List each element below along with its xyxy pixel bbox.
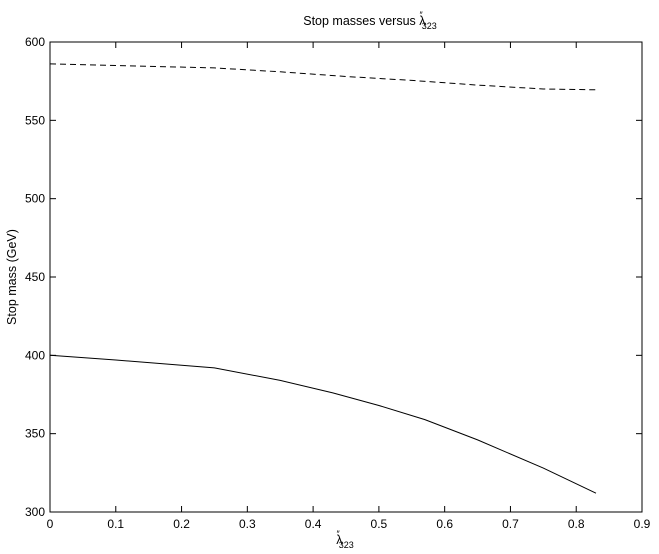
x-axis-label-symbol: λ bbox=[336, 533, 343, 547]
x-axis-label-subscript: 323 bbox=[339, 540, 354, 550]
y-tick-label-4: 500 bbox=[25, 192, 45, 206]
y-tick-label-6: 600 bbox=[25, 35, 45, 49]
series-line-0-dashed bbox=[49, 63, 597, 91]
y-tick-label-0: 300 bbox=[25, 505, 45, 519]
x-tick-label-1: 0.1 bbox=[107, 517, 124, 531]
y-tick-label-5: 550 bbox=[25, 113, 45, 127]
x-tick-label-4: 0.4 bbox=[305, 517, 322, 531]
x-tick-label-6: 0.6 bbox=[436, 517, 453, 531]
plot-frame bbox=[49, 41, 643, 513]
x-tick-label-8: 0.8 bbox=[568, 517, 585, 531]
chart-title-subscript: 323 bbox=[422, 21, 437, 31]
x-tick-label-3: 0.3 bbox=[239, 517, 256, 531]
y-tick-label-1: 350 bbox=[25, 427, 45, 441]
series-line-1-solid bbox=[49, 354, 597, 494]
chart-title-symbol: λ bbox=[419, 14, 426, 28]
chart-title: Stop masses versus λ″323 bbox=[303, 10, 436, 31]
x-tick-label-9: 0.9 bbox=[634, 517, 651, 531]
y-tick-label-2: 400 bbox=[25, 348, 45, 362]
x-tick-label-0: 0 bbox=[47, 517, 54, 531]
y-tick-label-3: 450 bbox=[25, 270, 45, 284]
x-tick-label-5: 0.5 bbox=[371, 517, 388, 531]
x-tick-label-7: 0.7 bbox=[502, 517, 519, 531]
chart-title-superscript: ″ bbox=[420, 10, 424, 20]
x-tick-label-2: 0.2 bbox=[173, 517, 190, 531]
axis-tick-labels: 0 0.1 0.2 0.3 0.4 0.5 0.6 0.7 0.8 0.9 300 350 400 450… bbox=[25, 35, 651, 531]
chart-title-text: Stop masses versus bbox=[303, 14, 419, 28]
series-layer bbox=[49, 63, 597, 494]
x-axis-label-superscript: ″ bbox=[337, 529, 341, 539]
y-axis-label: Stop mass (GeV) bbox=[5, 229, 19, 325]
x-axis-label: λ″323 bbox=[336, 529, 353, 550]
axis-ticks bbox=[49, 41, 643, 513]
